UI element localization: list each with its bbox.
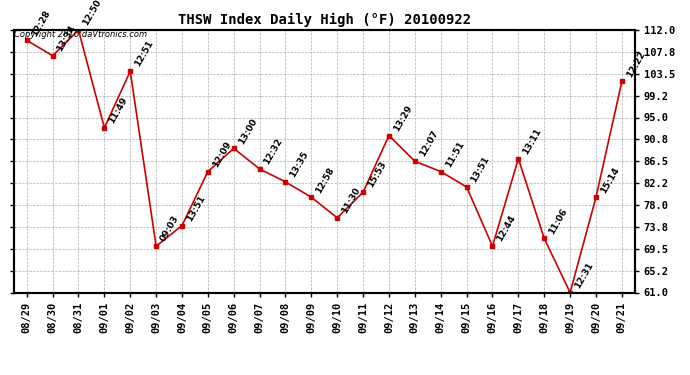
Text: 12:50: 12:50 bbox=[81, 0, 104, 27]
Text: 09:03: 09:03 bbox=[159, 214, 181, 243]
Text: 12:58: 12:58 bbox=[314, 165, 336, 195]
Text: 13:11: 13:11 bbox=[521, 127, 543, 156]
Text: 13:35: 13:35 bbox=[288, 150, 311, 179]
Text: 12:44: 12:44 bbox=[495, 214, 518, 243]
Text: 12:09: 12:09 bbox=[210, 140, 233, 169]
Text: 12:22: 12:22 bbox=[624, 50, 647, 79]
Title: THSW Index Daily High (°F) 20100922: THSW Index Daily High (°F) 20100922 bbox=[178, 13, 471, 27]
Text: 13:34: 13:34 bbox=[55, 24, 77, 53]
Text: 13:51: 13:51 bbox=[185, 194, 207, 223]
Text: Copyright 2010 daVtronics.com: Copyright 2010 daVtronics.com bbox=[14, 30, 147, 39]
Text: 12:32: 12:32 bbox=[262, 137, 284, 166]
Text: 12:51: 12:51 bbox=[133, 39, 155, 68]
Text: 13:29: 13:29 bbox=[392, 104, 414, 133]
Text: 12:07: 12:07 bbox=[417, 129, 440, 159]
Text: 12:28: 12:28 bbox=[30, 8, 52, 38]
Text: 13:51: 13:51 bbox=[469, 155, 491, 184]
Text: 12:31: 12:31 bbox=[573, 260, 595, 290]
Text: 11:49: 11:49 bbox=[107, 96, 129, 125]
Text: 11:06: 11:06 bbox=[547, 207, 569, 236]
Text: 15:14: 15:14 bbox=[599, 165, 621, 195]
Text: 13:00: 13:00 bbox=[237, 117, 259, 146]
Text: 11:30: 11:30 bbox=[340, 186, 362, 215]
Text: 15:53: 15:53 bbox=[366, 160, 388, 189]
Text: 11:51: 11:51 bbox=[444, 140, 466, 169]
